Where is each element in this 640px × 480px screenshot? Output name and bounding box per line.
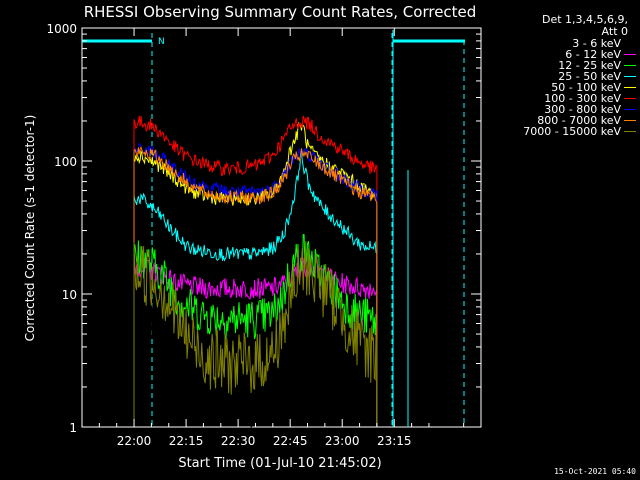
legend-entry-swatch [624, 120, 636, 121]
night-markers: N [82, 30, 465, 427]
x-tick-label: 22:00 [117, 434, 152, 448]
night-label: N [158, 37, 165, 47]
x-tick-label: 23:15 [377, 434, 412, 448]
legend-entry-label: 6 - 12 keV [565, 48, 621, 61]
timestamp: 15-Oct-2021 05:40 [554, 467, 636, 476]
y-tick-label: 100 [54, 155, 77, 169]
series-line-800-7000-kev [133, 145, 378, 427]
legend-entry-label: 3 - 6 keV [572, 37, 621, 50]
y-tick-label: 10 [62, 288, 77, 302]
plot-frame [81, 27, 482, 428]
axis-layer: 22:00 22:15 22:30 22:45 23:00 23:15 1 10 100 1000 [46, 22, 481, 448]
series-line-25-50-kev [133, 151, 378, 427]
x-axis-label: Start Time (01-Jul-10 21:45:02) [178, 456, 381, 471]
legend-entry-swatch [624, 87, 636, 88]
x-tick-label: 22:30 [221, 434, 256, 448]
series-line-300-800-kev [133, 142, 378, 427]
legend-entry: 300 - 800 keV [488, 104, 638, 115]
x-tick-label: 22:15 [169, 434, 204, 448]
legend-entry: 3 - 6 keV [488, 38, 638, 49]
series-line-3-6-kev [133, 267, 378, 429]
legend-entry-label: 25 - 50 keV [558, 70, 621, 83]
legend-entry: 12 - 25 keV [488, 60, 638, 71]
legend-entry-swatch [624, 65, 636, 66]
y-axis-label: Corrected Count Rate (s-1 detector-1) [23, 115, 37, 342]
legend-entry-label: 12 - 25 keV [558, 59, 621, 72]
legend-header-line-2: Att 0 [601, 25, 628, 38]
series-line-100-300-kev [133, 115, 378, 427]
legend-entry: 25 - 50 keV [488, 71, 638, 82]
legend-entry-label: 800 - 7000 keV [537, 114, 621, 127]
legend: Det 1,3,4,5,6,9, Att 0 3 - 6 keV 6 - 12 k… [488, 14, 638, 137]
legend-entry-label: 100 - 300 keV [544, 92, 621, 105]
y-tick-label: 1000 [46, 22, 77, 36]
legend-entry: 800 - 7000 keV [488, 115, 638, 126]
x-tick-label: 22:45 [273, 434, 308, 448]
chart-title: RHESSI Observing Summary Count Rates, Co… [84, 3, 477, 21]
legend-entry-swatch [624, 98, 636, 99]
x-tick-label: 23:00 [325, 434, 360, 448]
legend-entry: 7000 - 15000 keV [488, 126, 638, 137]
y-tick-label: 1 [69, 421, 77, 435]
series-line-12-25-kev [133, 233, 378, 427]
series-layer [133, 115, 378, 429]
legend-entry-swatch [624, 43, 636, 44]
legend-entry: 6 - 12 keV [488, 49, 638, 60]
legend-header-line-1: Det 1,3,4,5,6,9, [541, 13, 628, 26]
legend-entry-swatch [624, 54, 636, 55]
series-line-7000-15000-kev [133, 241, 378, 427]
legend-entry-label: 300 - 800 keV [544, 103, 621, 116]
legend-entry-swatch [624, 131, 636, 132]
legend-entry: 100 - 300 keV [488, 93, 638, 104]
legend-entry-label: 50 - 100 keV [551, 81, 621, 94]
legend-entry-swatch [624, 109, 636, 110]
legend-entry: 50 - 100 keV [488, 82, 638, 93]
legend-entry-swatch [624, 76, 636, 77]
legend-entry-label: 7000 - 15000 keV [523, 125, 621, 138]
